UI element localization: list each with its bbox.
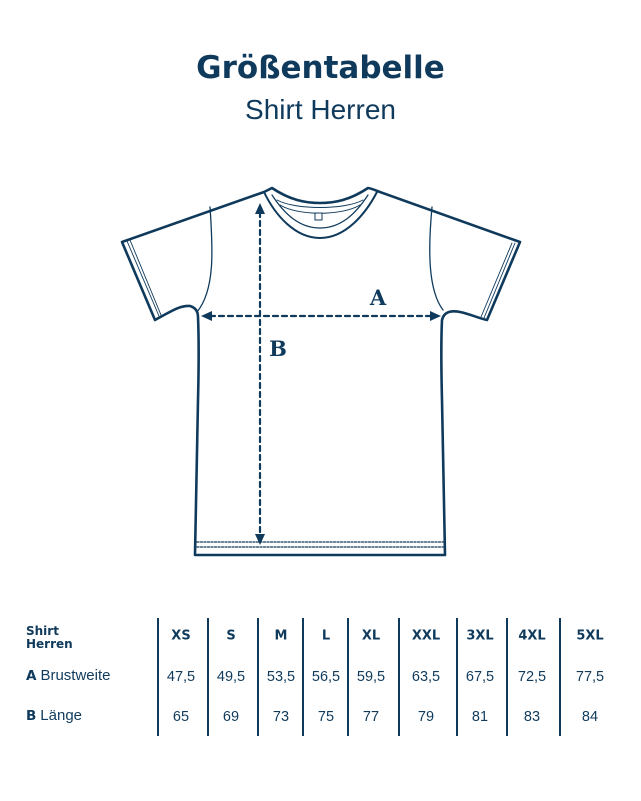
table-cell: 84 [581,709,599,725]
size-header: XS [171,628,191,644]
label-a: A [369,285,387,310]
table-cell: 69 [222,709,240,725]
table-cell: 73 [272,709,290,725]
column-divider [207,618,209,736]
table-cell: 63,5 [411,669,441,685]
arrowhead-a-left [201,311,212,321]
shirt-outline [120,186,522,557]
table-corner-label: Shirt Herren [26,625,73,651]
collar-inner [271,194,369,229]
size-header: L [321,628,331,644]
size-header: M [274,628,288,644]
size-header: XXL [411,628,441,644]
table-cell: 83 [523,709,541,725]
page-subtitle: Shirt Herren [245,94,396,125]
label-b: B [269,336,287,361]
table-cell: 49,5 [216,669,246,685]
row-label-a: A Brustweite [26,667,110,684]
table-cell: 77,5 [575,669,605,685]
column-divider [347,618,349,736]
corner-line-1: Shirt [26,624,59,638]
page-title: Größentabelle [196,50,445,86]
size-header: 3XL [466,628,494,644]
size-header: XL [361,628,381,644]
column-divider [257,618,259,736]
row-label-text: Länge [40,707,83,724]
table-cell: 59,5 [356,669,386,685]
table-cell: 65 [172,709,190,725]
corner-line-2: Herren [26,637,73,651]
table-cell: 56,5 [311,669,341,685]
table-cell: 53,5 [266,669,296,685]
column-divider [456,618,458,736]
column-divider [398,618,400,736]
neck-label [314,212,323,221]
sleeve-hem-right [480,242,516,319]
table-cell: 75 [317,709,335,725]
size-header: 4XL [518,628,546,644]
row-key: A [26,668,37,684]
row-key: B [26,708,37,724]
collar-outer [263,191,378,239]
table-cell: 81 [471,709,489,725]
table-cell: 72,5 [517,669,547,685]
column-divider [157,618,159,736]
hem-stitch [196,541,444,548]
size-header: 5XL [576,628,604,644]
column-divider [559,618,561,736]
arrowhead-b-top [255,203,265,214]
arrowhead-a-right [430,311,441,321]
row-label-text: Brustweite [40,667,111,684]
size-header: S [226,628,236,644]
arrowhead-b-bottom [255,534,265,545]
table-cell: 77 [362,709,380,725]
column-divider [506,618,508,736]
table-cell: 67,5 [465,669,495,685]
table-cell: 47,5 [166,669,196,685]
sleeve-seam-right [429,206,444,311]
sleeve-hem-left [126,239,162,317]
table-cell: 79 [417,709,435,725]
column-divider [302,618,304,736]
row-label-b: B Länge [26,707,82,724]
sleeve-seam-left [196,206,213,313]
